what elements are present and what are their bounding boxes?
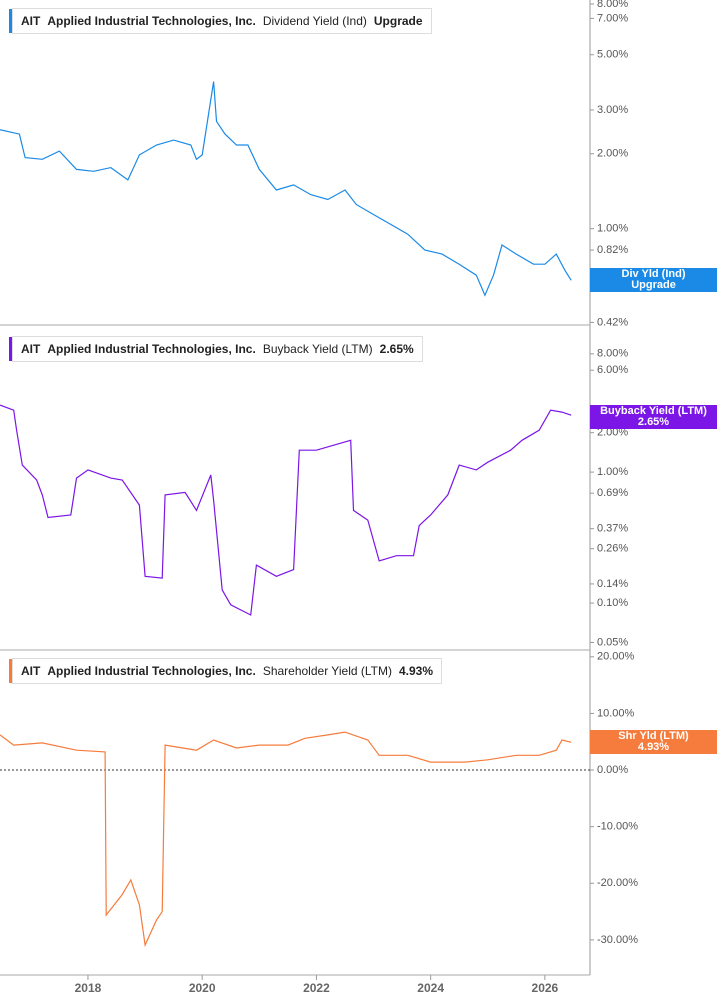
- y-tick-label: 0.05%: [597, 636, 628, 648]
- company: Applied Industrial Technologies, Inc.: [47, 14, 256, 28]
- value-tag: Buyback Yield (LTM) 2.65%: [590, 404, 717, 429]
- y-tick-label: -30.00%: [597, 934, 638, 946]
- y-tick-label: 6.00%: [597, 364, 628, 376]
- series-line: [0, 731, 572, 948]
- x-tick-label: 2026: [532, 981, 559, 995]
- legend-color: [9, 659, 12, 683]
- tag-text: Buyback Yield (LTM): [600, 404, 707, 417]
- company: Applied Industrial Technologies, Inc.: [47, 342, 256, 356]
- x-tick-label: 2018: [75, 981, 102, 995]
- y-tick-label: 8.00%: [597, 0, 628, 10]
- series-name: Shareholder Yield (LTM): [262, 664, 392, 678]
- x-tick-label: 2024: [417, 981, 444, 995]
- ticker: AIT: [21, 664, 41, 678]
- y-tick-label: 0.37%: [597, 523, 628, 535]
- latest-value: 2.65%: [379, 342, 414, 356]
- value-tag: Div Yld (Ind) Upgrade: [590, 268, 717, 293]
- series-line: [0, 404, 572, 616]
- tag-value: 4.93%: [637, 741, 670, 754]
- y-tick-label: 0.14%: [597, 578, 628, 590]
- y-tick-label: 10.00%: [597, 707, 635, 719]
- y-tick-label: 0.26%: [597, 543, 628, 555]
- x-tick-label: 2020: [189, 981, 216, 995]
- x-tick-label: 2022: [303, 981, 330, 995]
- y-tick-label: 5.00%: [597, 49, 628, 61]
- y-tick-label: 20.00%: [597, 651, 635, 663]
- value-tag: Shr Yld (LTM) 4.93%: [590, 730, 717, 755]
- y-tick-label: 8.00%: [597, 348, 628, 360]
- ticker: AIT: [21, 14, 41, 28]
- ticker: AIT: [21, 342, 41, 356]
- y-tick-label: 2.00%: [597, 148, 628, 160]
- tag-value: 2.65%: [637, 415, 670, 428]
- y-tick-label: 1.00%: [597, 223, 628, 235]
- y-tick-label: 1.00%: [597, 466, 628, 478]
- y-tick-label: -10.00%: [597, 821, 638, 833]
- legend: AIT Applied Industrial Technologies, Inc.…: [9, 336, 423, 362]
- y-tick-label: -20.00%: [597, 877, 638, 889]
- y-tick-label: 7.00%: [597, 12, 628, 24]
- y-tick-label: 0.69%: [597, 487, 628, 499]
- latest-value: 4.93%: [398, 664, 434, 678]
- legend: AIT Applied Industrial Technologies, Inc.…: [9, 8, 432, 34]
- legend: AIT Applied Industrial Technologies, Inc.…: [9, 658, 443, 684]
- series-line: [0, 81, 572, 297]
- legend-color: [9, 9, 12, 33]
- y-tick-label: 0.42%: [597, 316, 628, 328]
- y-tick-label: 0.82%: [597, 244, 628, 256]
- tag-text: Upgrade: [631, 279, 676, 292]
- company: Applied Industrial Technologies, Inc.: [47, 664, 256, 678]
- y-tick-label: 0.00%: [597, 764, 628, 776]
- series-name: Buyback Yield (LTM): [262, 342, 373, 356]
- series-name: Dividend Yield (Ind): [262, 14, 367, 28]
- tag-text: Div Yld (Ind): [621, 268, 686, 281]
- y-tick-label: 2.00%: [597, 427, 628, 439]
- legend-extra: Upgrade: [373, 14, 423, 28]
- legend-color: [9, 337, 12, 361]
- y-tick-label: 0.10%: [597, 597, 628, 609]
- y-tick-label: 3.00%: [597, 104, 628, 116]
- tag-text: Shr Yld (LTM): [618, 730, 689, 743]
